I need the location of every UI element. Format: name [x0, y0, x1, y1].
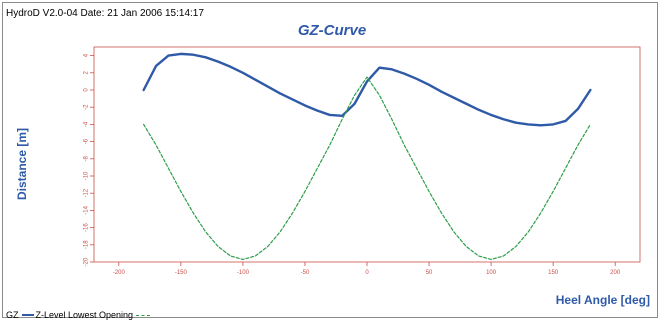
x-tick-label: -100 [237, 270, 250, 276]
legend: GZ Z-Level Lowest Opening [6, 310, 152, 320]
y-tick-label: -10 [84, 171, 90, 180]
legend-swatch-gz [21, 314, 34, 316]
y-tick-label: 4 [84, 53, 90, 57]
y-tick-label: -14 [84, 205, 90, 214]
x-tick-label: 0 [365, 270, 369, 276]
y-tick-label: -16 [84, 223, 90, 232]
x-tick-label: -150 [175, 270, 188, 276]
y-tick-label: -20 [84, 257, 90, 266]
legend-label-gz: GZ [6, 310, 19, 320]
x-axis-label: Heel Angle [deg] [555, 293, 650, 307]
y-tick-label: -8 [84, 155, 90, 161]
chart-frame [2, 2, 658, 318]
x-tick-label: -50 [301, 270, 310, 276]
y-tick-label: -18 [84, 240, 90, 249]
series-line-z-level [143, 76, 591, 261]
legend-label-z-level: Z-Level Lowest Opening [35, 310, 134, 320]
y-tick-label: -4 [84, 121, 90, 127]
y-tick-label: 0 [84, 88, 90, 92]
y-tick-label: 2 [84, 70, 90, 74]
series-line-gz [142, 52, 592, 127]
x-tick-label: 100 [486, 270, 497, 276]
x-tick-label: 200 [610, 270, 621, 276]
y-tick-label: -2 [84, 104, 90, 110]
legend-swatch-z-level [136, 314, 151, 316]
chart-title: GZ-Curve [297, 22, 367, 39]
x-tick-label: 50 [426, 270, 433, 276]
x-tick-label: -200 [113, 270, 126, 276]
plot-area-border [93, 46, 641, 263]
header-info: HydroD V2.0-04 Date: 21 Jan 2006 15:14:1… [6, 8, 204, 19]
y-tick-label: -12 [84, 188, 90, 197]
x-tick-label: 150 [548, 270, 559, 276]
y-tick-label: -6 [84, 138, 90, 144]
